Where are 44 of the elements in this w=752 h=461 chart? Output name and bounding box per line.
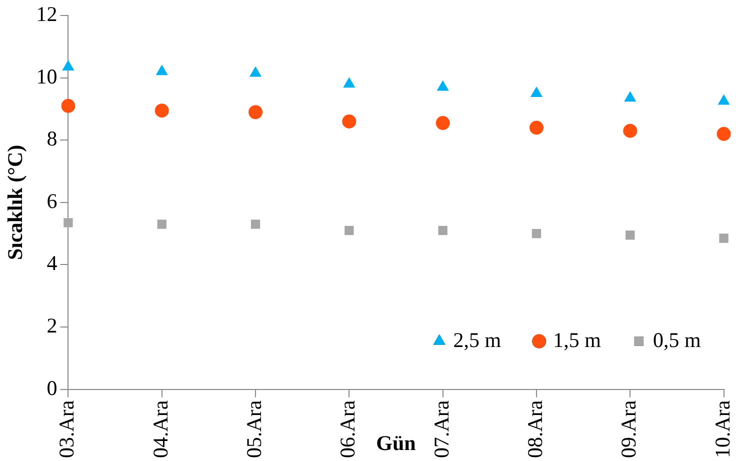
point — [343, 77, 356, 88]
y-tick-label: 2 — [46, 314, 58, 338]
legend-label: 2,5 m — [453, 328, 502, 352]
point — [156, 64, 168, 76]
x-tick-label: 10.Ara — [710, 400, 734, 458]
x-tick-label: 03.Ara — [54, 400, 79, 458]
point — [64, 218, 73, 228]
y-tick-label: 4 — [46, 251, 58, 276]
x-tick-label: 06.Ara — [336, 400, 360, 458]
point — [624, 91, 636, 102]
legend-label: 0,5 m — [652, 328, 701, 352]
point — [344, 226, 354, 236]
x-tick-label: 07.Ara — [429, 400, 454, 458]
point — [623, 124, 638, 138]
y-tick-label: 8 — [46, 126, 58, 151]
point — [530, 86, 543, 97]
point — [532, 228, 542, 238]
point — [61, 98, 76, 113]
point — [529, 120, 544, 135]
y-tick-label: 10 — [36, 64, 58, 88]
x-tick-label: 09.Ara — [616, 400, 641, 458]
y-tick-label: 12 — [36, 2, 58, 26]
x-tick-label: 04.Ara — [148, 400, 172, 458]
point — [249, 66, 262, 77]
point — [436, 116, 450, 130]
point — [62, 60, 74, 70]
point — [716, 126, 731, 141]
point — [157, 220, 166, 229]
x-tick-label: 05.Ara — [242, 400, 266, 458]
point — [248, 105, 263, 120]
point — [626, 230, 635, 240]
point — [250, 220, 260, 229]
x-tick-label: 08.Ara — [523, 400, 547, 458]
point — [719, 234, 728, 243]
point — [342, 114, 356, 128]
y-axis-title: Sıcaklık (°C) — [3, 144, 28, 260]
legend-label: 1,5 m — [553, 328, 601, 352]
y-tick-label: 6 — [46, 188, 58, 213]
y-tick-label: 0 — [46, 376, 58, 400]
point — [438, 226, 448, 236]
x-axis-title: Gün — [376, 430, 416, 455]
point — [154, 104, 169, 118]
point — [436, 80, 449, 91]
point — [718, 94, 730, 105]
